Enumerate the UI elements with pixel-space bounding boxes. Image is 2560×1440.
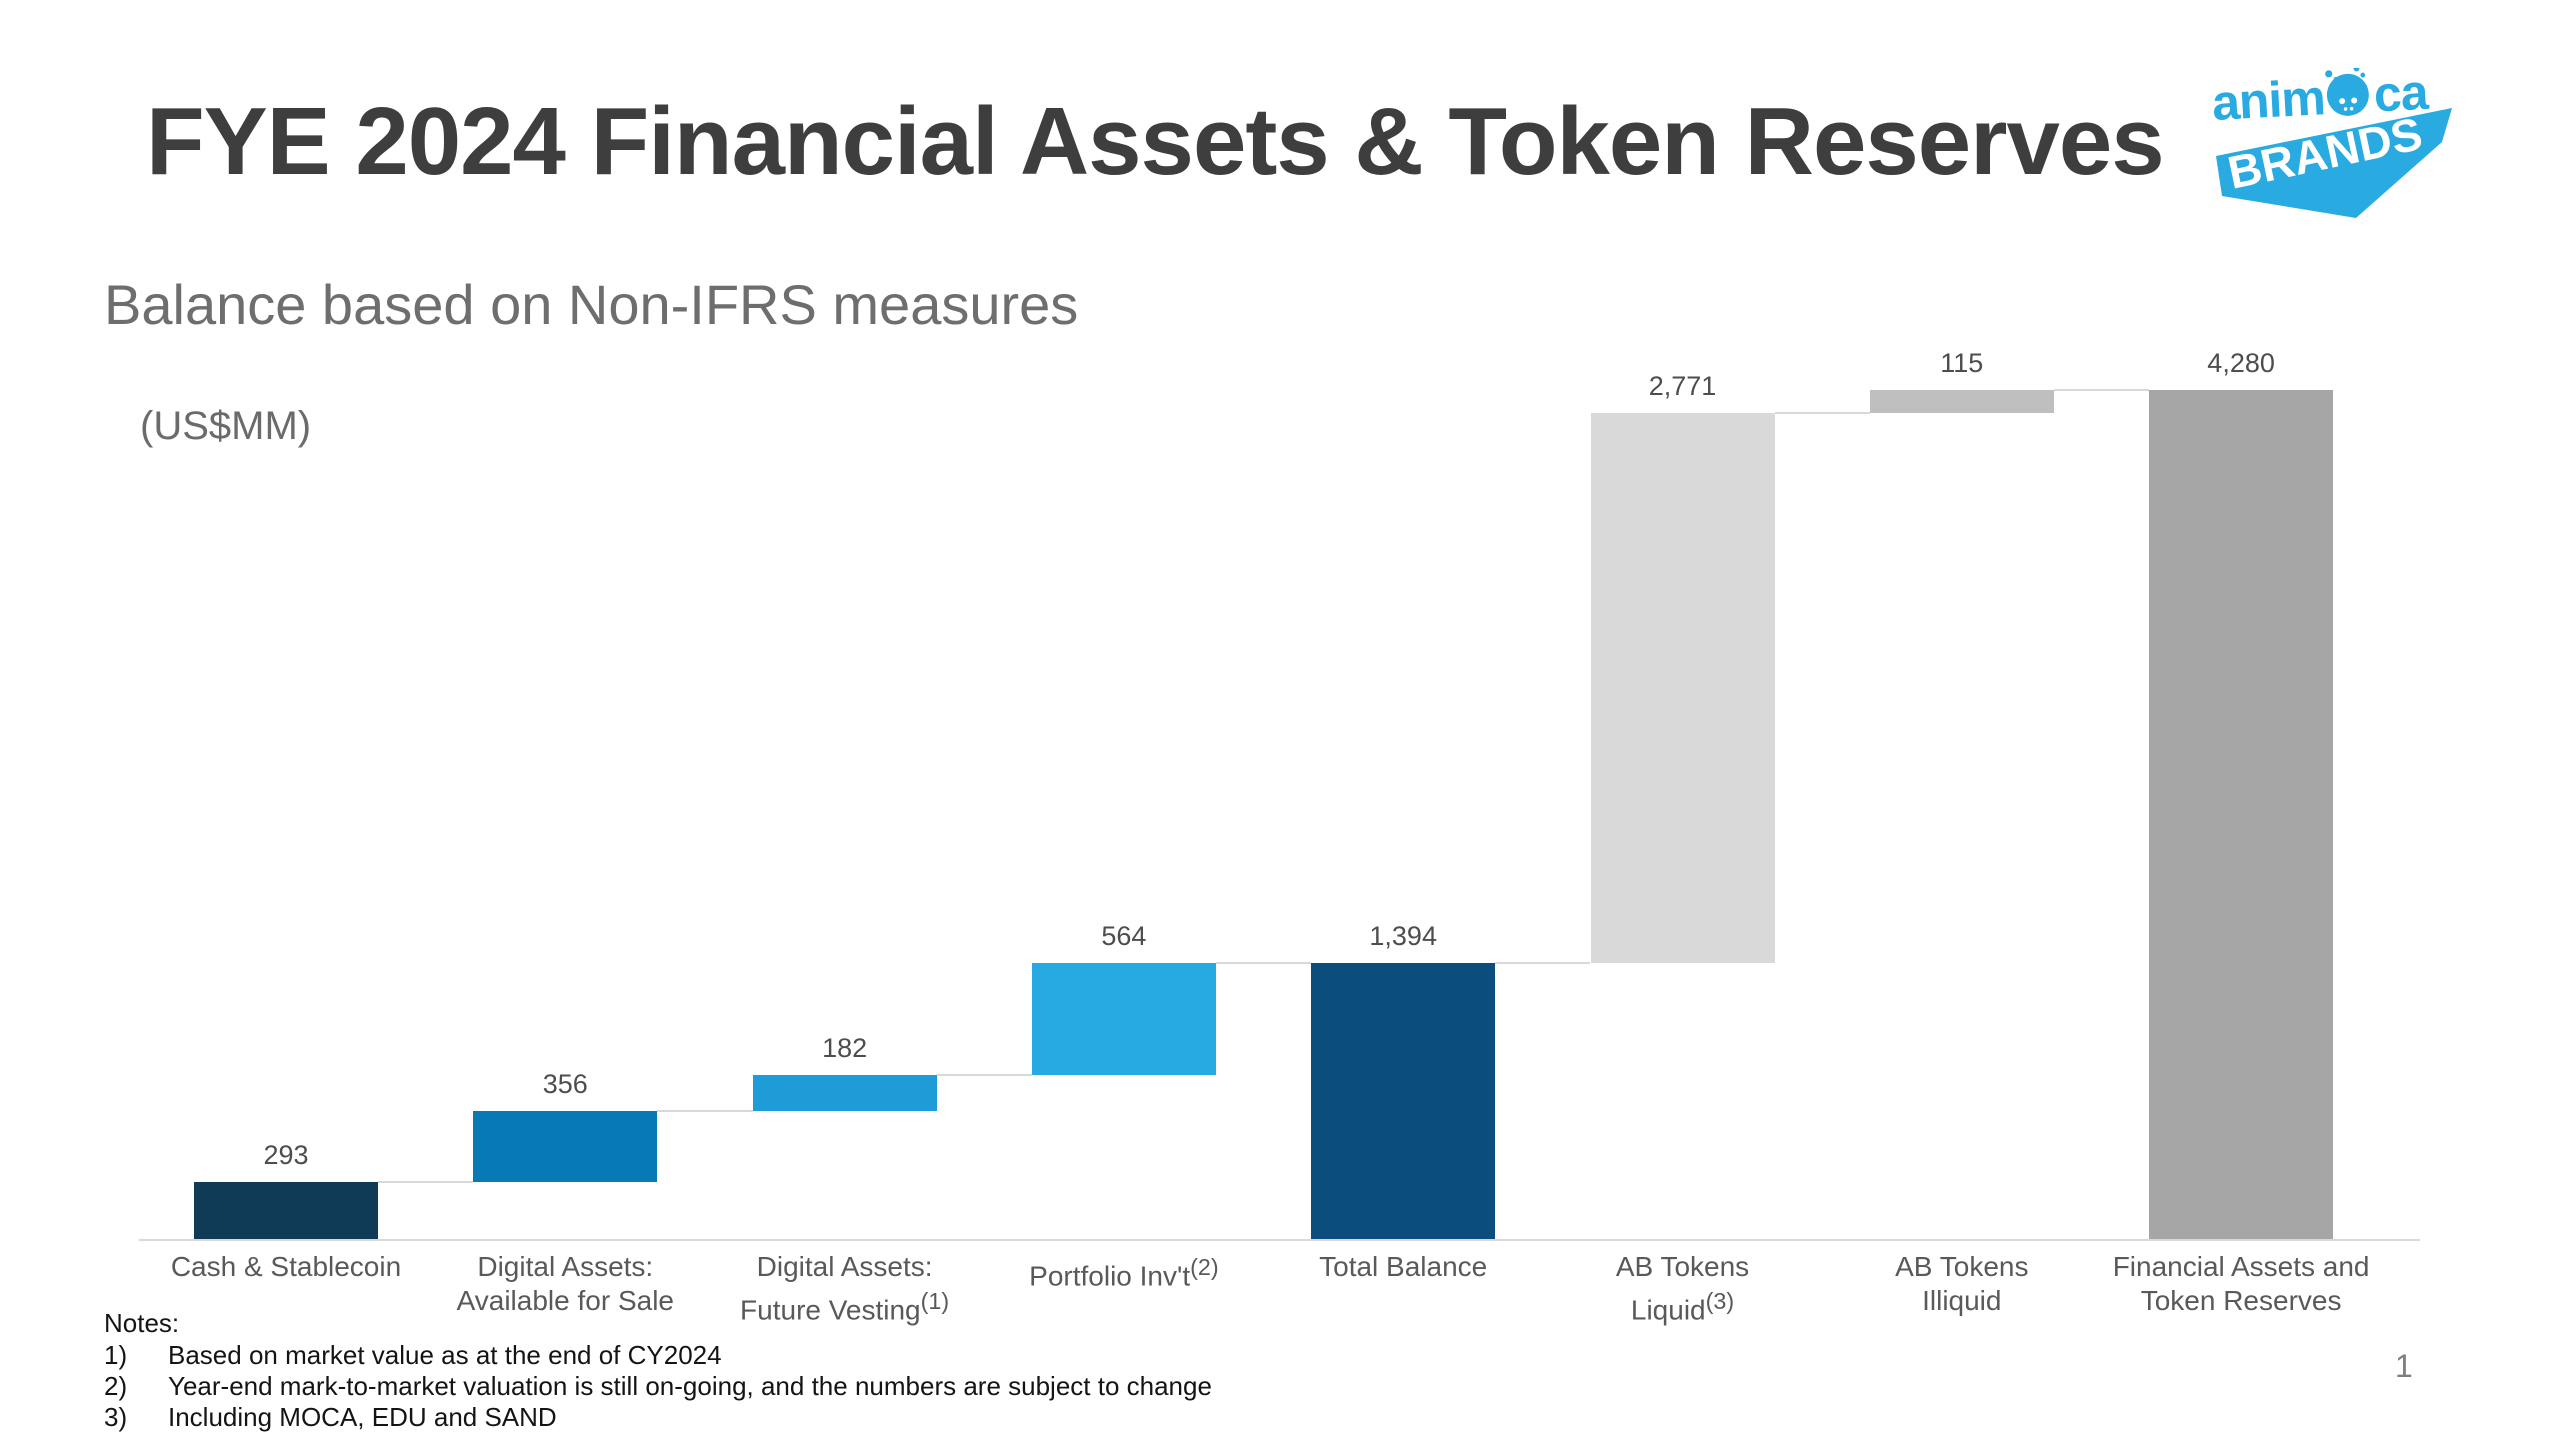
logo-flag bbox=[2216, 108, 2452, 218]
category-label-line: Digital Assets: bbox=[477, 1251, 654, 1282]
waterfall-bar-7 bbox=[1869, 390, 2054, 414]
bar-value-label-4: 564 bbox=[1101, 921, 1147, 952]
bar-value-label-7: 115 bbox=[1940, 348, 1984, 379]
footnote-marker: (2) bbox=[1190, 1254, 1219, 1280]
waterfall-bar-1 bbox=[194, 1181, 378, 1240]
category-label-line: Total Balance bbox=[1319, 1251, 1488, 1282]
waterfall-bar-3 bbox=[752, 1075, 937, 1112]
logo-word-anim: anim bbox=[2211, 69, 2326, 131]
bar-connector-1 bbox=[378, 1180, 474, 1183]
x-axis-baseline bbox=[139, 1239, 2420, 1241]
bar-connector-2 bbox=[657, 1110, 753, 1113]
category-label-3: Digital Assets: Future Vesting(1) bbox=[685, 1250, 1005, 1327]
category-label-line: Future Vesting(1) bbox=[740, 1288, 950, 1326]
page-title: FYE 2024 Financial Assets & Token Reserv… bbox=[146, 88, 2165, 195]
category-label-line: Cash & Stablecoin bbox=[170, 1251, 402, 1282]
category-label-line: Portfolio Inv't(2) bbox=[1029, 1254, 1219, 1292]
category-label-4: Portfolio Inv't(2) bbox=[964, 1250, 1284, 1293]
note-item: 3) Including MOCA, EDU and SAND bbox=[104, 1402, 1212, 1432]
bar-connector-3 bbox=[936, 1074, 1032, 1077]
waterfall-bar-6 bbox=[1590, 413, 1775, 964]
category-label-8: Financial Assets and Token Reserves bbox=[2081, 1250, 2401, 1318]
bar-value-label-8: 4,280 bbox=[2207, 348, 2275, 379]
footnote-marker: (1) bbox=[920, 1288, 950, 1314]
waterfall-bar-2 bbox=[473, 1111, 658, 1182]
footnote-marker: (3) bbox=[1705, 1288, 1735, 1314]
waterfall-bar-8 bbox=[2149, 390, 2334, 1240]
bar-connector-7 bbox=[2053, 389, 2150, 392]
bar-value-label-2: 356 bbox=[542, 1069, 588, 1100]
page-number: 1 bbox=[2395, 1348, 2413, 1384]
logo-word-ca: ca bbox=[2372, 68, 2431, 122]
note-item: 1) Based on market value as at the end o… bbox=[104, 1340, 1212, 1370]
logo-wordmark: anim ca bbox=[2211, 68, 2431, 131]
note-text: Including MOCA, EDU and SAND bbox=[168, 1402, 557, 1432]
category-label-line: AB Tokens bbox=[1895, 1251, 2029, 1282]
note-text: Based on market value as at the end of C… bbox=[168, 1340, 722, 1370]
notes-heading: Notes: bbox=[104, 1308, 180, 1338]
notes: Notes: 1) Based on market value as at th… bbox=[104, 1308, 1212, 1432]
units-label: (US$MM) bbox=[140, 404, 312, 448]
category-label-2: Digital Assets: Available for Sale bbox=[405, 1250, 725, 1318]
category-label-5: Total Balance bbox=[1243, 1250, 1563, 1284]
note-item: 2) Year-end mark-to-market valuation is … bbox=[104, 1371, 1212, 1401]
logo-creature-icon bbox=[2325, 68, 2369, 116]
category-label-line: Illiquid bbox=[1922, 1285, 2002, 1316]
note-number: 2) bbox=[104, 1371, 128, 1401]
bar-connector-4 bbox=[1215, 962, 1312, 965]
category-label-7: AB Tokens Illiquid bbox=[1802, 1250, 2122, 1318]
bar-connector-5 bbox=[1495, 962, 1591, 965]
waterfall-bar-4 bbox=[1031, 963, 1216, 1076]
category-label-1: Cash & Stablecoin bbox=[126, 1250, 446, 1284]
category-label-line: Token Reserves bbox=[2140, 1285, 2342, 1316]
category-label-line: Digital Assets: bbox=[756, 1251, 933, 1282]
category-label-line: Financial Assets and bbox=[2112, 1251, 2370, 1282]
note-text: Year-end mark-to-market valuation is sti… bbox=[168, 1371, 1212, 1401]
note-number: 3) bbox=[104, 1402, 128, 1432]
bar-value-label-3: 182 bbox=[822, 1033, 868, 1064]
bar-connector-6 bbox=[1774, 412, 1870, 415]
waterfall-bar-5 bbox=[1311, 963, 1496, 1240]
bar-value-label-5: 1,394 bbox=[1369, 921, 1437, 952]
category-label-line: Liquid(3) bbox=[1630, 1288, 1735, 1326]
page-subtitle: Balance based on Non-IFRS measures bbox=[104, 273, 1079, 336]
category-label-line: Available for Sale bbox=[456, 1285, 674, 1316]
bar-value-label-6: 2,771 bbox=[1648, 371, 1717, 402]
note-number: 1) bbox=[104, 1340, 128, 1370]
category-label-6: AB Tokens Liquid(3) bbox=[1523, 1250, 1843, 1327]
category-label-line: AB Tokens bbox=[1615, 1251, 1750, 1282]
bar-value-label-1: 293 bbox=[263, 1139, 309, 1170]
animoca-brands-logo: anim ca BRANDS BRANDS bbox=[2211, 68, 2452, 218]
